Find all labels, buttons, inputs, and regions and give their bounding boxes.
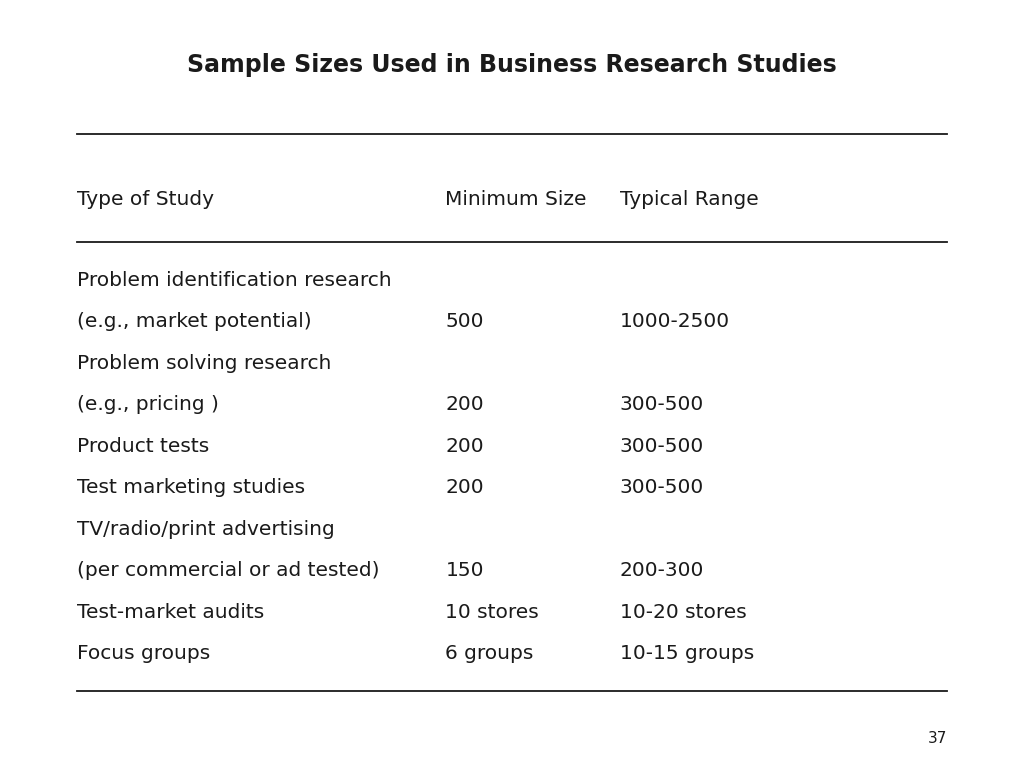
- Text: 1000-2500: 1000-2500: [620, 313, 730, 331]
- Text: 200-300: 200-300: [620, 561, 703, 580]
- Text: Test-market audits: Test-market audits: [77, 603, 264, 621]
- Text: (e.g., pricing ): (e.g., pricing ): [77, 396, 219, 414]
- Text: 37: 37: [928, 731, 947, 746]
- Text: (e.g., market potential): (e.g., market potential): [77, 313, 311, 331]
- Text: 500: 500: [445, 313, 484, 331]
- Text: Problem solving research: Problem solving research: [77, 354, 331, 372]
- Text: Sample Sizes Used in Business Research Studies: Sample Sizes Used in Business Research S…: [187, 53, 837, 78]
- Text: 300-500: 300-500: [620, 437, 703, 455]
- Text: Problem identification research: Problem identification research: [77, 271, 391, 290]
- Text: TV/radio/print advertising: TV/radio/print advertising: [77, 520, 335, 538]
- Text: 200: 200: [445, 478, 484, 497]
- Text: Focus groups: Focus groups: [77, 644, 210, 663]
- Text: Minimum Size: Minimum Size: [445, 190, 587, 209]
- Text: 200: 200: [445, 437, 484, 455]
- Text: 300-500: 300-500: [620, 396, 703, 414]
- Text: 150: 150: [445, 561, 484, 580]
- Text: 200: 200: [445, 396, 484, 414]
- Text: Typical Range: Typical Range: [620, 190, 758, 209]
- Text: 300-500: 300-500: [620, 478, 703, 497]
- Text: Test marketing studies: Test marketing studies: [77, 478, 305, 497]
- Text: 10-20 stores: 10-20 stores: [620, 603, 746, 621]
- Text: Type of Study: Type of Study: [77, 190, 214, 209]
- Text: (per commercial or ad tested): (per commercial or ad tested): [77, 561, 379, 580]
- Text: 6 groups: 6 groups: [445, 644, 534, 663]
- Text: 10 stores: 10 stores: [445, 603, 540, 621]
- Text: Product tests: Product tests: [77, 437, 209, 455]
- Text: 10-15 groups: 10-15 groups: [620, 644, 754, 663]
